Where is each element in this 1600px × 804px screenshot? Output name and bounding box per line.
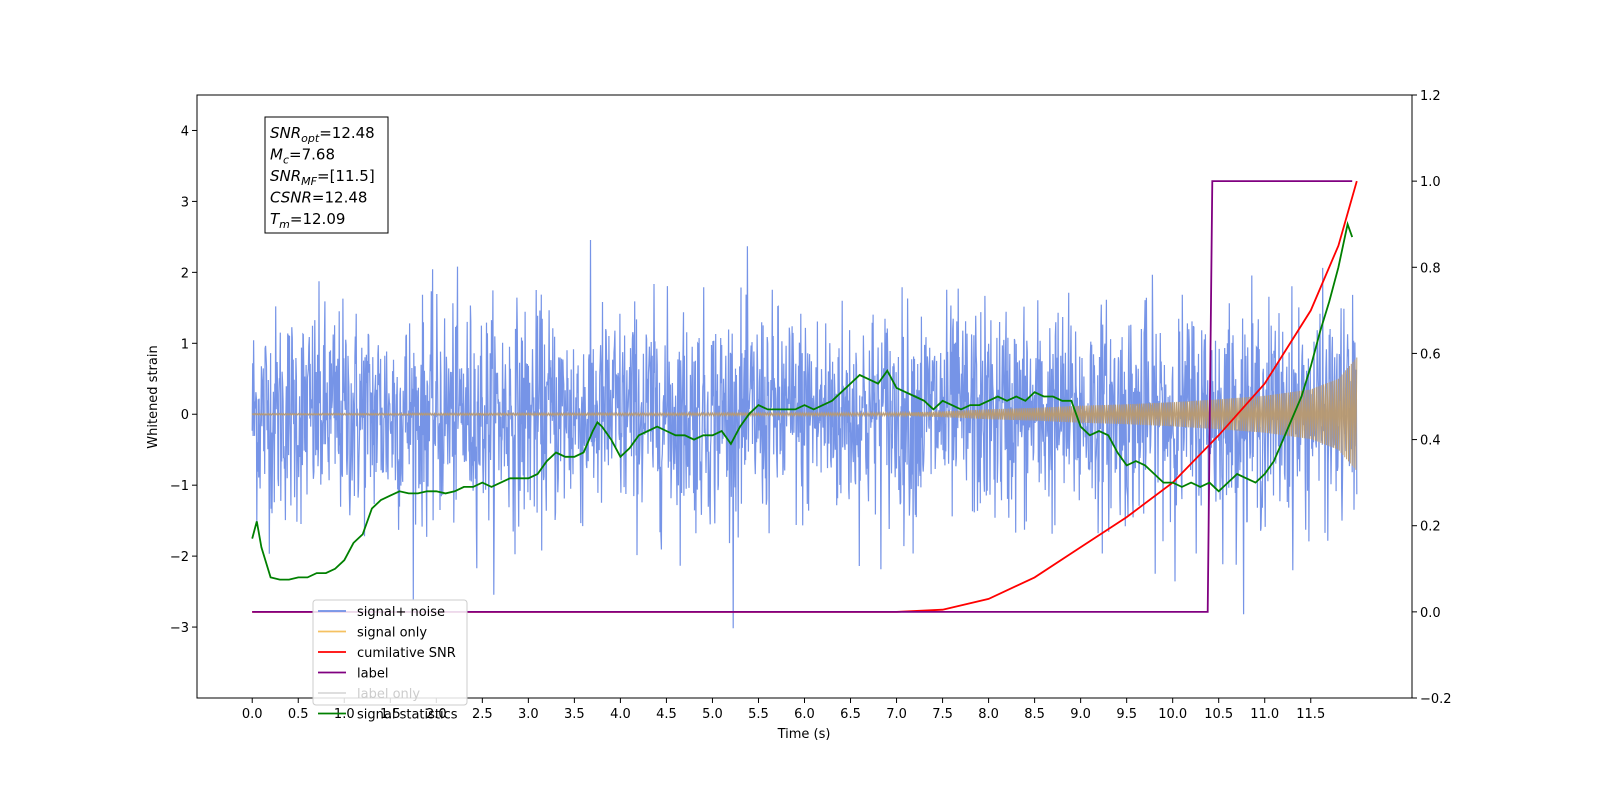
- x-tick-label: 1.0: [334, 707, 355, 722]
- series-label: [252, 180, 1353, 613]
- x-tick-label: 5.0: [702, 707, 723, 722]
- legend-frame: [312, 599, 468, 706]
- annotation-line: SNRopt=12.48: [270, 124, 375, 145]
- legend-label: signal statistics: [357, 708, 458, 723]
- x-tick-label: 11.5: [1296, 707, 1325, 722]
- annotation-line: Mc=7.68: [270, 146, 335, 167]
- annotation-line: SNRMF=[11.5]: [270, 167, 375, 188]
- annotation-line: Tm=12.09: [270, 210, 345, 231]
- x-axis-label: Time (s): [777, 727, 831, 742]
- legend-label: signal+ noise: [357, 605, 445, 620]
- y-axis-label: Whitened strain: [146, 345, 161, 448]
- x-tick-label: 0.0: [242, 707, 263, 722]
- y-right-tick-label: −0.2: [1420, 692, 1452, 707]
- y-tick-label: 0: [181, 408, 189, 423]
- series-signal-noise: [251, 239, 1358, 629]
- x-tick-label: 8.5: [1024, 707, 1045, 722]
- legend-label: cumilative SNR: [357, 646, 456, 661]
- x-tick-label: 9.5: [1116, 707, 1137, 722]
- y-right-tick-label: 1.0: [1420, 175, 1441, 190]
- x-tick-label: 8.0: [978, 707, 999, 722]
- series-layer: [251, 180, 1358, 629]
- x-tick-label: 1.5: [380, 707, 401, 722]
- x-tick-label: 3.5: [564, 707, 585, 722]
- y-axis-left: −3 −2 −1 0 1 2 3 4: [170, 124, 197, 636]
- legend: signal+ noise signal only cumilative SNR la…: [312, 599, 468, 723]
- x-tick-label: 2.0: [426, 707, 447, 722]
- y-right-tick-label: 0.6: [1420, 347, 1441, 362]
- legend-label: signal only: [357, 626, 427, 641]
- x-tick-label: 5.5: [748, 707, 769, 722]
- x-tick-label: 9.0: [1070, 707, 1091, 722]
- x-tick-label: 4.0: [610, 707, 631, 722]
- y-tick-label: −2: [170, 550, 189, 565]
- x-tick-label: 2.5: [472, 707, 493, 722]
- series-cumulative-snr: [252, 180, 1358, 613]
- y-tick-label: −3: [170, 621, 189, 636]
- y-tick-label: 4: [181, 124, 189, 139]
- legend-label: label only: [357, 687, 420, 702]
- x-tick-label: 0.5: [288, 707, 309, 722]
- annotation-box: SNRopt=12.48Mc=7.68SNRMF=[11.5]CSNR=12.4…: [264, 116, 389, 234]
- y-tick-label: −1: [170, 479, 189, 494]
- y-axis-right: −0.2 0.0 0.2 0.4 0.6 0.8 1.0 1.2: [1412, 89, 1452, 707]
- series-signal-only: [251, 357, 1358, 470]
- x-tick-label: 3.0: [518, 707, 539, 722]
- annotation-line: CSNR=12.48: [270, 189, 367, 207]
- y-right-tick-label: 0.8: [1420, 261, 1441, 276]
- x-axis: 0.0 0.5 1.0 1.5 2.0 2.5 3.0 3.5 4.0 4.5 5.0 5.5 6.0 6…: [242, 698, 1325, 722]
- y-right-tick-label: 1.2: [1420, 89, 1441, 104]
- y-tick-label: 1: [181, 337, 189, 352]
- x-tick-label: 6.5: [840, 707, 861, 722]
- y-tick-label: 2: [181, 266, 189, 281]
- annotation-frame: [264, 116, 389, 234]
- x-tick-label: 6.0: [794, 707, 815, 722]
- series-signal-statistics: [251, 220, 1354, 581]
- x-tick-label: 4.5: [656, 707, 677, 722]
- x-tick-label: 7.0: [886, 707, 907, 722]
- x-tick-label: 10.0: [1158, 707, 1187, 722]
- x-tick-label: 11.0: [1250, 707, 1279, 722]
- legend-label: label: [357, 667, 388, 682]
- y-right-tick-label: 0.2: [1420, 520, 1441, 535]
- x-tick-label: 10.5: [1204, 707, 1233, 722]
- y-right-tick-label: 0.0: [1420, 606, 1441, 621]
- y-tick-label: 3: [181, 195, 189, 210]
- x-tick-label: 7.5: [932, 707, 953, 722]
- y-right-tick-label: 0.4: [1420, 434, 1441, 449]
